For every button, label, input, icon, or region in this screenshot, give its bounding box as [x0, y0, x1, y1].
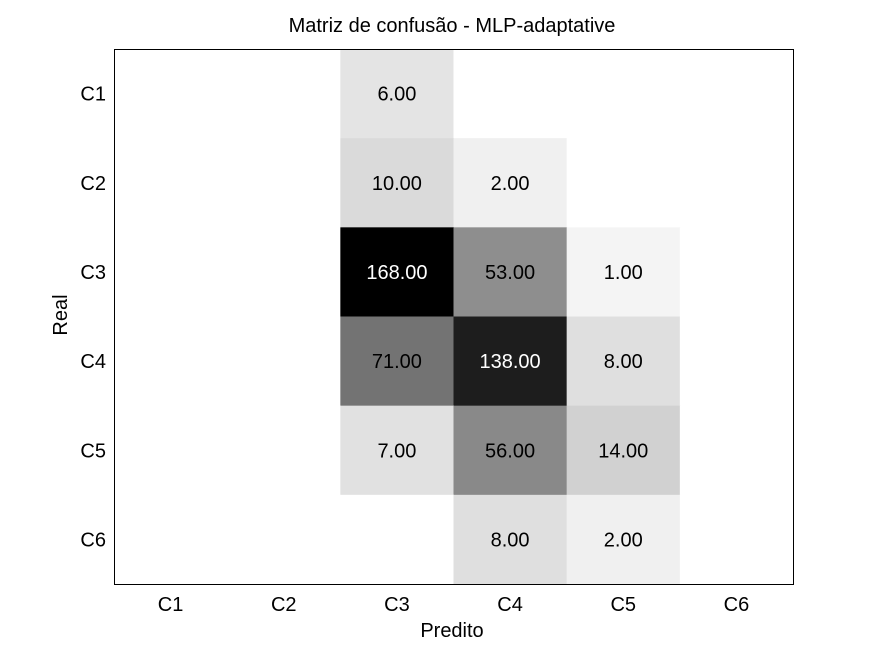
heatmap-cell-C1-C1 [114, 49, 228, 139]
heatmap-cell-C3-C3 [340, 227, 454, 317]
heatmap-cell-C6-C2 [227, 494, 341, 585]
heatmap-cells [114, 49, 794, 585]
cell-value-label: 8.00 [491, 529, 530, 551]
heatmap-cell-C1-C5 [566, 49, 681, 139]
heatmap-cell-C4-C6 [679, 316, 794, 407]
heatmap-cell-C4-C4 [453, 316, 568, 407]
heatmap-cell-C6-C3 [340, 494, 454, 585]
heatmap-cell-C5-C4 [453, 405, 568, 496]
y-tick-label: C4 [80, 351, 106, 373]
x-tick-label: C3 [384, 594, 410, 616]
cell-value-label: 71.00 [372, 351, 422, 373]
x-tick-labels: C1 C2 C3 C4 C5 C6 [158, 594, 749, 616]
cell-value-label: 138.00 [479, 351, 540, 373]
heatmap-cell-C2-C3 [340, 138, 454, 228]
heatmap-cell-C5-C3 [340, 405, 454, 496]
cell-value-label: 8.00 [604, 351, 643, 373]
heatmap-cell-C1-C2 [227, 49, 341, 139]
heatmap-cell-C2-C2 [227, 138, 341, 228]
y-tick-label: C5 [80, 440, 106, 462]
y-tick-label: C2 [80, 173, 106, 195]
heatmap-cell-C3-C6 [679, 227, 794, 317]
heatmap-cell-C4-C5 [566, 316, 681, 407]
x-tick-label: C6 [724, 594, 750, 616]
heatmap-cell-C5-C5 [566, 405, 681, 496]
cell-value-label: 1.00 [604, 262, 643, 284]
heatmap-cell-C1-C3 [340, 49, 454, 139]
x-tick-label: C2 [271, 594, 297, 616]
heatmap-cell-C1-C4 [453, 49, 568, 139]
cell-value-label: 2.00 [604, 529, 643, 551]
heatmap-cell-C2-C5 [566, 138, 681, 228]
heatmap-cell-C6-C1 [114, 494, 228, 585]
cell-value-label: 10.00 [372, 173, 422, 195]
y-tick-label: C1 [80, 84, 106, 106]
plot-frame [114, 49, 794, 585]
cell-value-label: 6.00 [377, 84, 416, 106]
heatmap-cell-C2-C4 [453, 138, 568, 228]
y-tick-labels: C1 C2 C3 C4 C5 C6 [80, 84, 106, 552]
y-tick-label: C3 [80, 262, 106, 284]
heatmap-cell-C5-C6 [679, 405, 794, 496]
x-axis-label: Predito [420, 620, 483, 642]
heatmap-cell-C4-C2 [227, 316, 341, 407]
x-tick-label: C1 [158, 594, 184, 616]
heatmap-cell-C5-C2 [227, 405, 341, 496]
heatmap-cell-labels: 6.00 10.00 2.00 168.00 53.00 1.00 71.00 138.00 8… [366, 84, 648, 552]
y-axis-label: Real [50, 294, 72, 335]
heatmap-cell-C3-C1 [114, 227, 228, 317]
y-tick-label: C6 [80, 529, 106, 551]
cell-value-label: 7.00 [377, 440, 416, 462]
heatmap-cell-C4-C1 [114, 316, 228, 407]
cell-value-label: 14.00 [598, 440, 648, 462]
heatmap-cell-C5-C1 [114, 405, 228, 496]
chart-title: Matriz de confusão - MLP-adaptative [289, 15, 616, 37]
x-tick-label: C5 [610, 594, 636, 616]
heatmap-cell-C2-C6 [679, 138, 794, 228]
heatmap-cell-C6-C5 [566, 494, 681, 585]
cell-value-label: 168.00 [366, 262, 427, 284]
heatmap-cell-C4-C3 [340, 316, 454, 407]
cell-value-label: 53.00 [485, 262, 535, 284]
heatmap-cell-C6-C4 [453, 494, 568, 585]
heatmap-cell-C3-C4 [453, 227, 568, 317]
heatmap-cell-C3-C5 [566, 227, 681, 317]
heatmap-cell-C3-C2 [227, 227, 341, 317]
heatmap-cell-C1-C6 [679, 49, 794, 139]
cell-value-label: 56.00 [485, 440, 535, 462]
cell-value-label: 2.00 [491, 173, 530, 195]
heatmap-cell-C6-C6 [679, 494, 794, 585]
x-tick-label: C4 [497, 594, 523, 616]
heatmap-cell-C2-C1 [114, 138, 228, 228]
